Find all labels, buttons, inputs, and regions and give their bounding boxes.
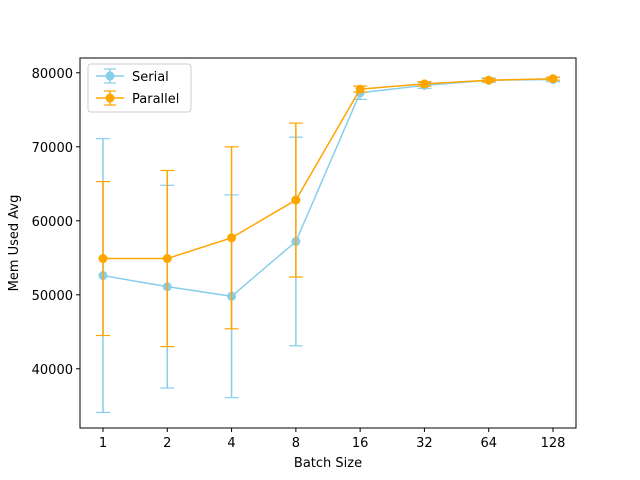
y-tick-label-70000: 70000 <box>32 141 73 156</box>
x-tick-label-8: 8 <box>292 436 300 451</box>
data-point-parallel-32 <box>419 79 429 89</box>
data-point-parallel-4 <box>227 233 237 243</box>
axes: 1 2 4 8 16 32 64 128 40000 50000 60000 70000 80000 <box>32 67 566 451</box>
plot-area <box>96 74 560 414</box>
data-point-parallel-1 <box>98 254 108 264</box>
x-tick-label-1: 1 <box>99 436 107 451</box>
legend: Serial Parallel <box>87 63 192 113</box>
y-tick-label-80000: 80000 <box>32 67 73 82</box>
legend-marker-parallel <box>105 93 115 103</box>
legend-label-parallel: Parallel <box>132 92 179 107</box>
data-point-parallel-128 <box>548 74 558 84</box>
x-tick-label-16: 16 <box>352 436 369 451</box>
y-tick-label-40000: 40000 <box>32 363 73 378</box>
plot-frame <box>79 57 577 429</box>
x-tick-label-4: 4 <box>227 436 235 451</box>
series-parallel <box>96 74 560 348</box>
x-axis-label: Batch Size <box>294 456 362 471</box>
legend-marker-serial <box>105 71 115 81</box>
data-point-parallel-16 <box>355 84 365 94</box>
series-line-parallel <box>103 77 554 260</box>
x-tick-label-32: 32 <box>416 436 433 451</box>
x-tick-label-64: 64 <box>480 436 497 451</box>
y-tick-label-60000: 60000 <box>32 215 73 230</box>
x-tick-label-2: 2 <box>163 436 171 451</box>
data-point-parallel-64 <box>484 75 494 85</box>
legend-item-parallel: Parallel <box>96 90 179 107</box>
legend-label-serial: Serial <box>132 70 169 85</box>
y-tick-label-50000: 50000 <box>32 289 73 304</box>
y-axis-label: Mem Used Avg <box>7 195 22 292</box>
data-point-parallel-2 <box>162 254 172 264</box>
x-tick-label-128: 128 <box>541 436 566 451</box>
legend-item-serial: Serial <box>96 68 169 85</box>
data-point-parallel-8 <box>291 195 301 205</box>
